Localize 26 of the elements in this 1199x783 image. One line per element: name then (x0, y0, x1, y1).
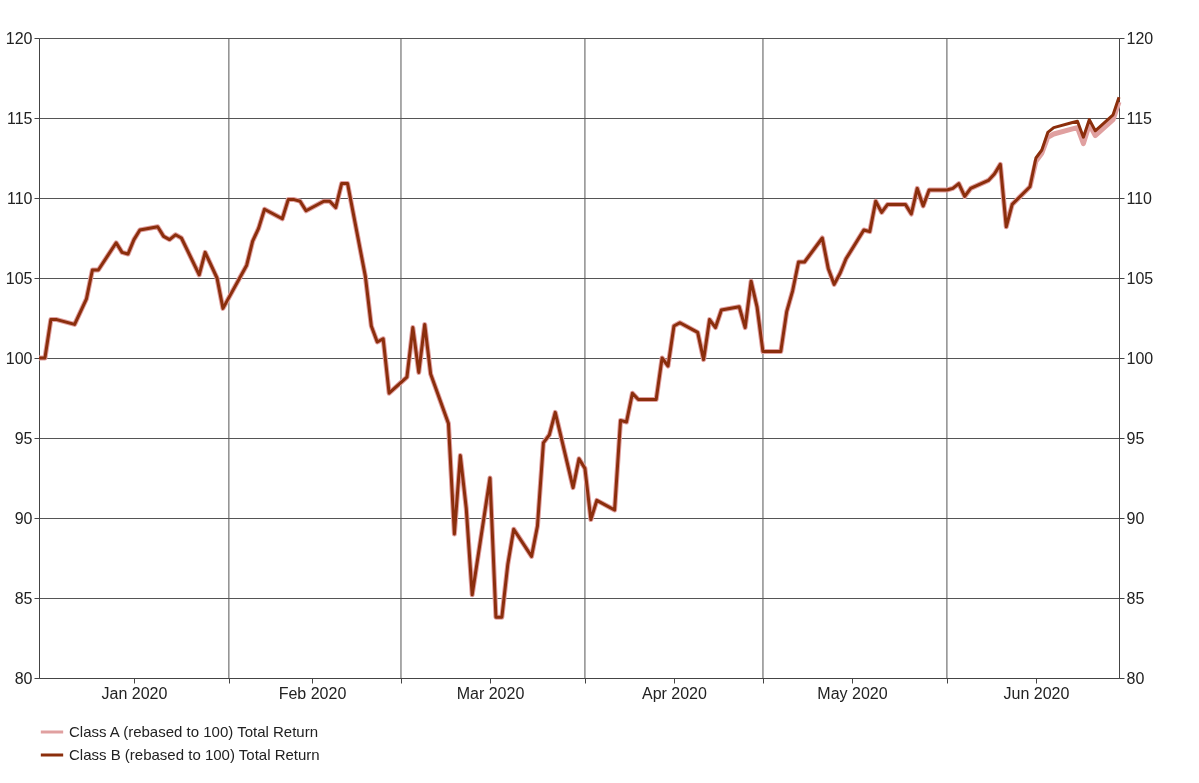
y-tick-label: 105 (5, 269, 33, 287)
x-tick-label: Feb 2020 (278, 684, 347, 702)
x-tick-label: Mar 2020 (456, 684, 525, 702)
y2-tick-label: 90 (1126, 509, 1145, 527)
y2-tick-label: 80 (1126, 669, 1145, 687)
y2-tick-label: 95 (1126, 429, 1145, 447)
y-tick-label: 90 (14, 509, 33, 527)
y-tick-label: 85 (14, 589, 33, 607)
legend-label: Class A (rebased to 100) Total Return (69, 723, 319, 740)
y2-tick-label: 115 (1126, 109, 1153, 127)
y-tick-label: 100 (5, 349, 33, 367)
y2-tick-label: 105 (1126, 269, 1154, 287)
y-tick-label: 115 (6, 109, 33, 127)
x-tick-label: Jan 2020 (101, 684, 168, 702)
x-tick-label: May 2020 (817, 684, 888, 702)
x-tick-label: Jun 2020 (1003, 684, 1070, 702)
y2-tick-label: 100 (1126, 349, 1154, 367)
y-tick-label: 120 (5, 29, 33, 47)
y2-tick-label: 110 (1126, 189, 1153, 207)
y-tick-label: 95 (14, 429, 33, 447)
y2-tick-label: 120 (1126, 29, 1154, 47)
legend-label: Class B (rebased to 100) Total Return (69, 746, 320, 763)
y-tick-label: 110 (6, 189, 33, 207)
y2-tick-label: 85 (1126, 589, 1145, 607)
x-tick-label: Apr 2020 (641, 684, 708, 702)
y-tick-label: 80 (14, 669, 33, 687)
